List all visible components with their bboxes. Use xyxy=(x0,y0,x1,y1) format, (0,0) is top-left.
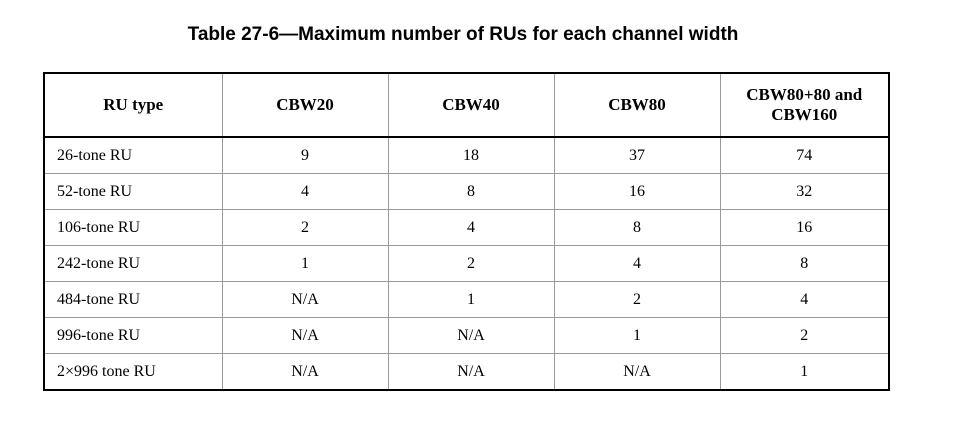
value-cell: 1 xyxy=(387,281,554,318)
value-cell: 2 xyxy=(221,209,388,246)
ru-type-cell: 26-tone RU xyxy=(57,146,133,164)
value-cell: 1 xyxy=(221,245,388,282)
table-row: 484-tone RU N/A 1 2 4 xyxy=(44,281,889,318)
table-row: 26-tone RU 9 18 37 74 xyxy=(44,137,889,174)
value-cell: 8 xyxy=(553,209,720,246)
header-cbw80-80-cbw160: CBW80+80 and CBW160 xyxy=(719,73,889,138)
value-cell: N/A xyxy=(387,317,554,354)
value-cell: 18 xyxy=(387,137,554,174)
value-cell: 32 xyxy=(719,173,889,210)
value-cell: 74 xyxy=(719,137,889,174)
value-cell: 1 xyxy=(719,353,889,390)
value-cell: N/A xyxy=(553,353,720,390)
ru-type-cell: 996-tone RU xyxy=(44,317,222,354)
table-row: 106-tone RU 2 4 8 16 xyxy=(44,209,889,246)
ru-table: RU type CBW20 CBW40 CBW80 CBW80+80 and C… xyxy=(43,72,890,391)
value-cell: 2 xyxy=(719,317,889,354)
value-cell: 1 xyxy=(553,317,720,354)
table-row: 52-tone RU 4 8 16 32 xyxy=(44,173,889,210)
value-cell: N/A xyxy=(221,281,388,318)
value-cell: 4 xyxy=(553,245,720,282)
table-row: 996-tone RU N/A N/A 1 2 xyxy=(44,317,889,354)
ru-type-cell: 484-tone RU xyxy=(44,281,222,318)
value-cell: 8 xyxy=(719,245,889,282)
ru-type-cell: 52-tone RU xyxy=(44,173,222,210)
header-ru-type: RU type xyxy=(44,73,222,138)
table-header-row: RU type CBW20 CBW40 CBW80 CBW80+80 and C… xyxy=(44,73,889,138)
value-cell: N/A xyxy=(221,353,388,390)
value-cell: 16 xyxy=(719,209,889,246)
header-cbw20: CBW20 xyxy=(221,73,388,138)
value-cell: 37 xyxy=(553,137,720,174)
value-cell: 4 xyxy=(719,281,889,318)
value-cell: N/A xyxy=(387,353,554,390)
ru-type-cell: 106-tone RU xyxy=(44,209,222,246)
value-cell: 4 xyxy=(387,209,554,246)
value-cell: 9 xyxy=(221,137,388,174)
value-cell: 2 xyxy=(387,245,554,282)
header-cbw40: CBW40 xyxy=(387,73,554,138)
table-row: 2×996 tone RU N/A N/A N/A 1 xyxy=(44,353,889,390)
header-cbw80: CBW80 xyxy=(553,73,720,138)
table-row: 242-tone RU 1 2 4 8 xyxy=(44,245,889,282)
ru-type-cell: 242-tone RU xyxy=(44,245,222,282)
value-cell: 8 xyxy=(387,173,554,210)
table-caption: Table 27-6—Maximum number of RUs for eac… xyxy=(187,24,739,45)
ru-type-cell: 2×996 tone RU xyxy=(44,353,222,390)
value-cell: 2 xyxy=(553,281,720,318)
value-cell: N/A xyxy=(221,317,388,354)
value-cell: 4 xyxy=(221,173,388,210)
value-cell: 16 xyxy=(553,173,720,210)
